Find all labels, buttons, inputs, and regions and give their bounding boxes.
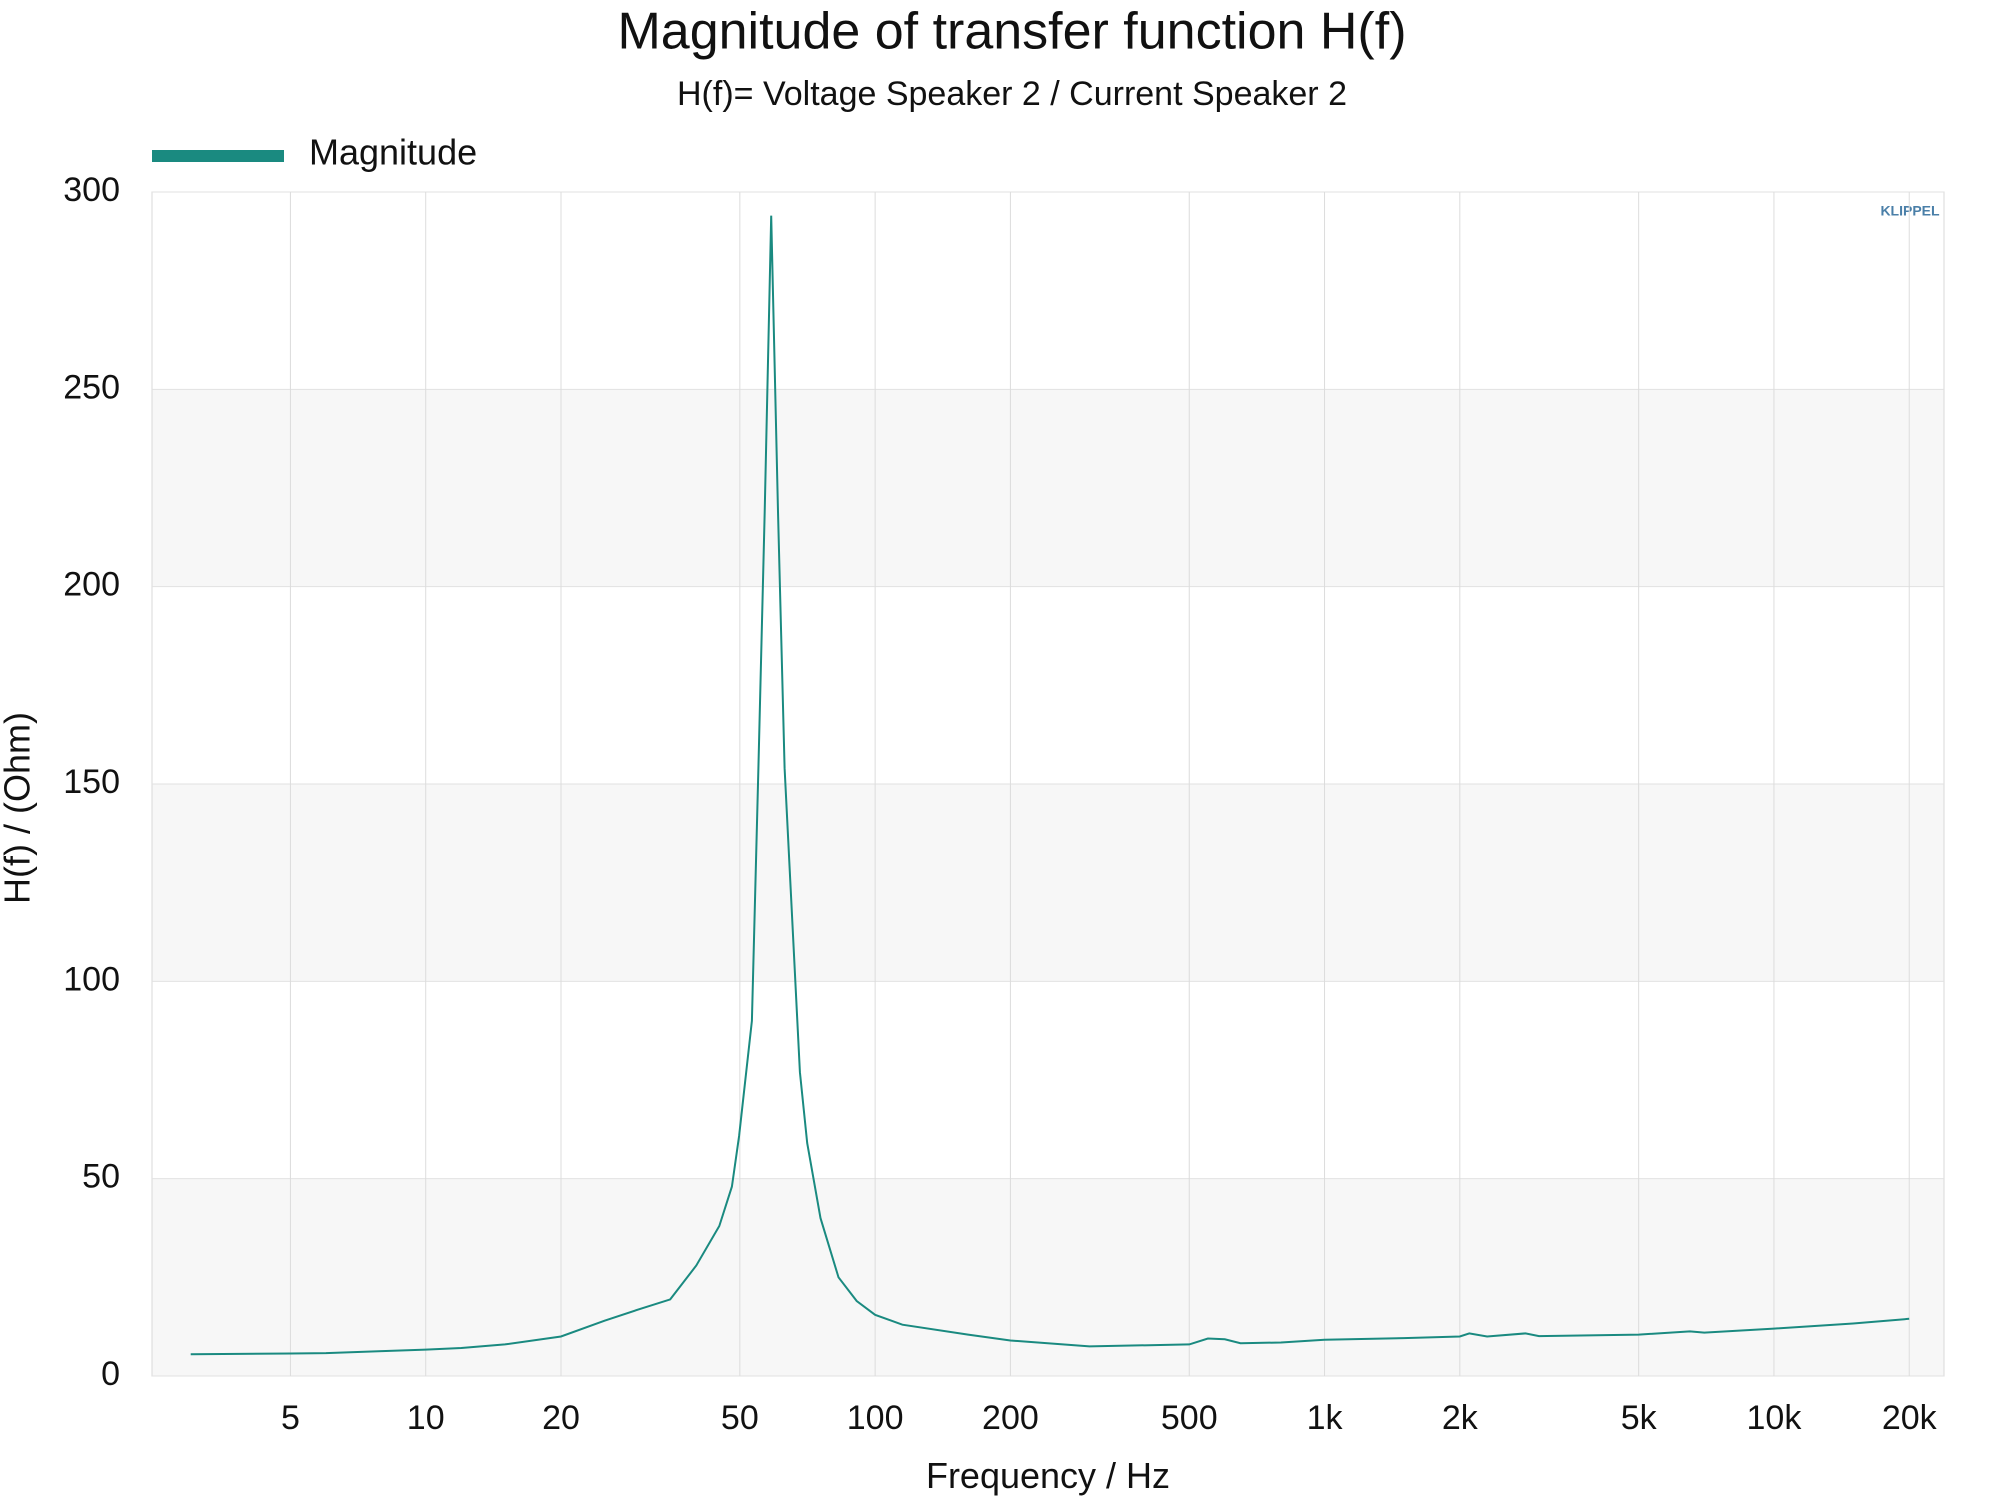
x-tick-label: 50: [721, 1399, 759, 1437]
x-tick-label: 10: [407, 1399, 445, 1437]
y-tick-label: 50: [82, 1158, 120, 1196]
x-tick-label: 20: [542, 1399, 580, 1437]
x-tick-label: 500: [1161, 1399, 1218, 1437]
y-tick-label: 250: [63, 368, 120, 406]
x-tick-label: 20k: [1882, 1399, 1938, 1437]
x-axis-title: Frequency / Hz: [926, 1455, 1170, 1496]
x-tick-label: 2k: [1442, 1399, 1479, 1437]
band: [152, 1178, 1944, 1376]
x-tick-label: 5k: [1621, 1399, 1658, 1437]
band: [152, 389, 1944, 587]
chart-title: Magnitude of transfer function H(f): [617, 3, 1406, 61]
y-tick-label: 300: [63, 171, 120, 209]
x-tick-label: 5: [281, 1399, 300, 1437]
data-line: [190, 215, 1910, 1356]
logo: KLIPPEL: [1880, 203, 1940, 219]
y-tick-label: 0: [101, 1355, 120, 1393]
x-tick-label: 10k: [1747, 1399, 1803, 1437]
legend-label: Magnitude: [309, 132, 477, 173]
y-tick-label: 200: [63, 566, 120, 604]
x-tick-label: 1k: [1307, 1399, 1344, 1437]
chart-subtitle: H(f)= Voltage Speaker 2 / Current Speake…: [677, 75, 1347, 113]
y-tick-label: 150: [63, 763, 120, 801]
y-axis-title: H(f) / (Ohm): [0, 712, 38, 904]
x-tick-label: 200: [982, 1399, 1039, 1437]
x-tick-label: 100: [847, 1399, 904, 1437]
band: [152, 784, 1944, 982]
y-tick-label: 100: [63, 960, 120, 998]
